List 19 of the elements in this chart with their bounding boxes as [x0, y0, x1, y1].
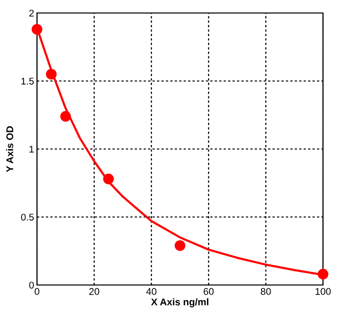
point	[174, 240, 186, 251]
point	[32, 24, 42, 35]
point	[318, 268, 328, 280]
y-tick-label: 0	[29, 282, 34, 289]
y-tick-label: 1.5	[21, 78, 34, 85]
x-tick-label: 20	[89, 288, 100, 295]
y-tick-label: 0.5	[21, 214, 34, 221]
y-tick-label: 2	[29, 10, 34, 17]
x-tick-label: 60	[204, 288, 214, 295]
x-tick-label: 0	[34, 288, 40, 295]
point	[103, 174, 114, 184]
x-axis-title: X Axis ng/ml	[151, 298, 208, 308]
y-tick-label: 1	[30, 146, 34, 153]
x-tick-label: 40	[146, 288, 156, 295]
point	[46, 68, 57, 80]
x-tick-label: 80	[260, 288, 271, 295]
point	[60, 111, 71, 122]
x-tick-label: 100	[316, 288, 331, 295]
y-axis-title: Y Axis OD	[6, 126, 14, 172]
